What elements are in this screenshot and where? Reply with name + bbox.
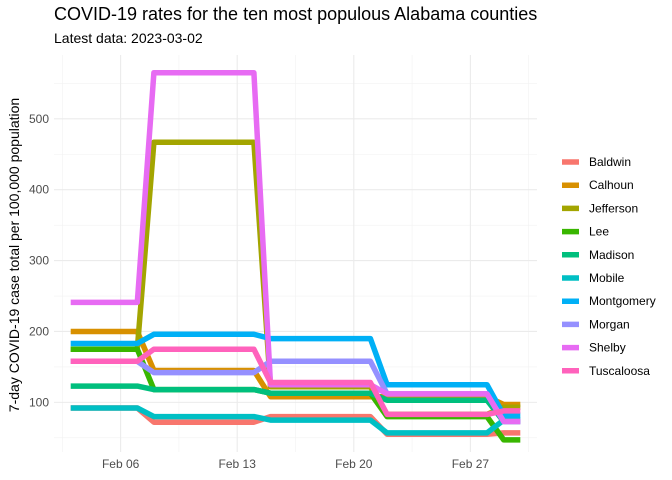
legend-label-shelby: Shelby [589,341,626,355]
legend-label-mobile: Mobile [589,271,625,285]
legend-label-tuscaloosa: Tuscaloosa [589,364,650,378]
y-tick-label: 200 [29,324,49,338]
series-lines [70,69,521,443]
legend-label-baldwin: Baldwin [589,155,631,169]
legend-label-madison: Madison [589,248,634,262]
legend-label-jefferson: Jefferson [589,201,638,215]
chart-title: COVID-19 rates for the ten most populous… [54,4,538,24]
series-line-montgomery [70,331,521,418]
series-line-mobile [70,405,521,436]
legend-label-calhoun: Calhoun [589,178,634,192]
x-tick-label: Feb 20 [335,457,373,471]
y-axis-title: 7-day COVID-19 case total per 100,000 po… [6,98,22,412]
y-tick-label: 100 [29,395,49,409]
y-tick-label: 300 [29,254,49,268]
axis-labels: Feb 06 Feb 13 Feb 20 Feb 27 100 200 300 400 500 [29,112,489,471]
x-tick-label: Feb 13 [219,457,257,471]
legend-label-lee: Lee [589,225,609,239]
series-line-tuscaloosa [70,346,521,418]
y-tick-label: 500 [29,112,49,126]
x-tick-label: Feb 06 [102,457,140,471]
y-tick-label: 400 [29,183,49,197]
legend-label-montgomery: Montgomery [589,294,656,308]
legend: Baldwin Calhoun Jefferson Lee Madison Mobile M… [562,155,656,378]
chart-subtitle: Latest data: 2023-03-02 [54,30,203,46]
x-tick-label: Feb 27 [452,457,490,471]
series-line-madison [70,383,521,425]
legend-label-morgan: Morgan [589,317,630,331]
grid-lines [54,55,537,452]
